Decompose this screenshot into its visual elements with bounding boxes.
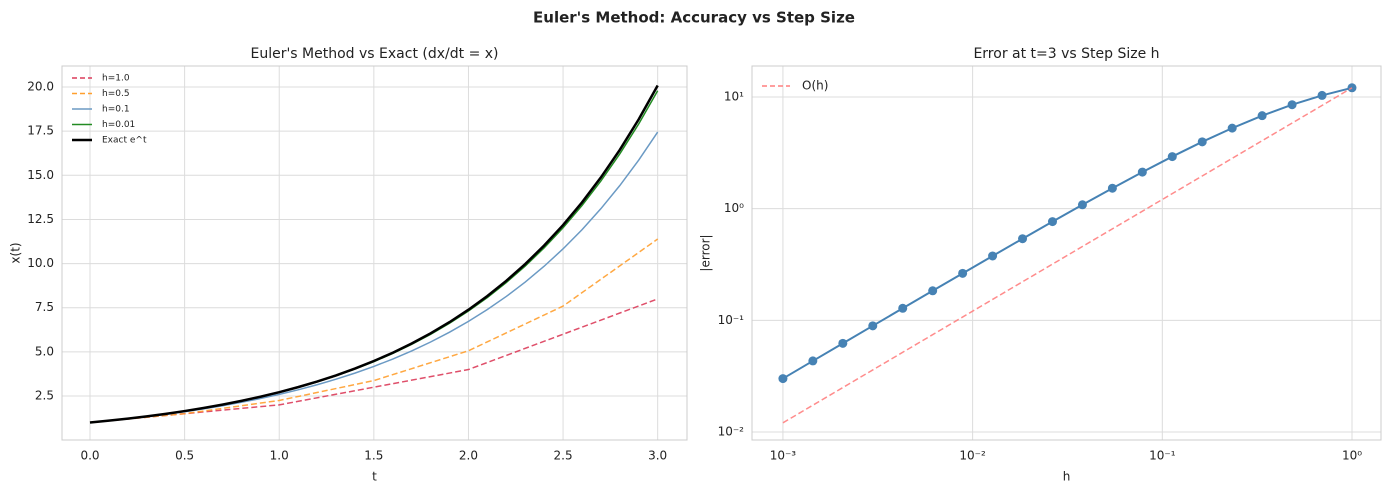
legend-label: O(h) xyxy=(802,79,828,93)
x-tick-label: 0.0 xyxy=(80,449,99,463)
data-point xyxy=(1077,200,1087,210)
data-point xyxy=(1287,100,1297,110)
data-point xyxy=(1047,217,1057,227)
legend-label: h=0.01 xyxy=(102,120,135,130)
legend-label: h=1.0 xyxy=(102,74,130,84)
y-tick-label: 17.5 xyxy=(27,124,54,138)
data-point xyxy=(1167,152,1177,162)
data-point xyxy=(1018,234,1028,244)
legend-label: h=0.1 xyxy=(102,105,130,115)
y-tick-label: 15.0 xyxy=(27,168,54,182)
data-point xyxy=(958,268,968,278)
data-point xyxy=(808,356,818,366)
data-point xyxy=(1107,183,1117,193)
chart-title: Error at t=3 vs Step Size h xyxy=(973,46,1159,62)
data-point xyxy=(868,321,878,331)
data-point xyxy=(1227,123,1237,133)
data-point xyxy=(988,251,998,261)
series-line xyxy=(89,238,659,424)
data-point xyxy=(1197,137,1207,147)
y-tick-label: 10⁰ xyxy=(724,201,744,215)
x-tick-label: 2.0 xyxy=(459,449,478,463)
series-line xyxy=(782,86,1353,380)
y-axis-label: x(t) xyxy=(9,242,23,263)
legend-label: h=0.5 xyxy=(102,89,130,99)
data-point xyxy=(1257,111,1267,121)
y-tick-label: 2.5 xyxy=(35,389,54,403)
x-axis-label: t xyxy=(372,470,377,484)
y-tick-label: 20.0 xyxy=(27,80,54,94)
y-tick-label: 10.0 xyxy=(27,256,54,270)
x-tick-label: 3.0 xyxy=(648,449,667,463)
y-tick-label: 12.5 xyxy=(27,212,54,226)
y-tick-label: 5.0 xyxy=(35,344,54,358)
x-tick-label: 10⁻¹ xyxy=(1149,449,1176,463)
y-tick-label: 10¹ xyxy=(724,90,744,104)
x-axis-label: h xyxy=(1063,470,1071,484)
series-line xyxy=(782,87,1353,424)
data-point xyxy=(1137,167,1147,177)
x-tick-label: 1.5 xyxy=(364,449,383,463)
data-point xyxy=(778,374,788,384)
series-line xyxy=(89,84,659,424)
figure-title: Euler's Method: Accuracy vs Step Size xyxy=(533,9,855,27)
y-tick-label: 10⁻² xyxy=(718,425,745,439)
x-tick-label: 10⁻² xyxy=(959,449,986,463)
chart-title: Euler's Method vs Exact (dx/dt = x) xyxy=(250,46,498,62)
data-point xyxy=(928,286,938,296)
y-tick-label: 10⁻¹ xyxy=(718,313,745,327)
x-tick-label: 0.5 xyxy=(175,449,194,463)
y-tick-label: 7.5 xyxy=(35,300,54,314)
data-point xyxy=(898,303,908,313)
x-tick-label: 1.0 xyxy=(270,449,289,463)
data-point xyxy=(1317,90,1327,100)
x-tick-label: 10⁻³ xyxy=(770,449,797,463)
legend-label: Exact e^t xyxy=(102,136,147,146)
x-tick-label: 10⁰ xyxy=(1342,449,1362,463)
x-tick-label: 2.5 xyxy=(554,449,573,463)
data-point xyxy=(838,338,848,348)
plot-frame xyxy=(61,65,688,441)
y-axis-label: |error| xyxy=(699,234,713,271)
plot-frame xyxy=(751,65,1382,441)
